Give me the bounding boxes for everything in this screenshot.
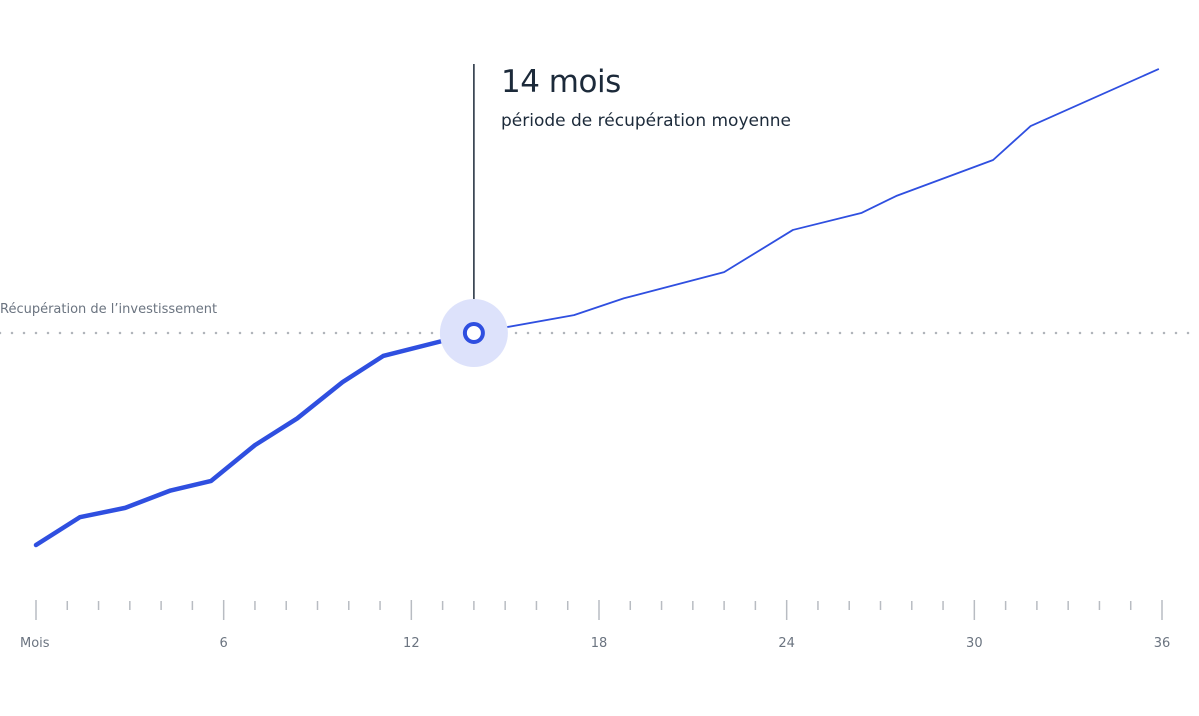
x-tick-label: 18 [591, 636, 608, 651]
x-tick-label: 6 [220, 636, 228, 651]
x-tick-label: 12 [403, 636, 420, 651]
annotation-subtitle: période de récupération moyenne [501, 111, 791, 131]
payback-marker [462, 322, 485, 344]
annotation-title: 14 mois [501, 64, 621, 100]
x-tick-label: 24 [778, 636, 795, 651]
x-tick-label: 36 [1154, 636, 1171, 651]
series-line-after-payback [473, 68, 1160, 334]
series-line-before-payback [33, 330, 477, 548]
x-tick-label: Mois [20, 636, 50, 651]
x-tick-label: 30 [966, 636, 983, 651]
reference-line-label: Récupération de l’investissement [0, 302, 218, 317]
